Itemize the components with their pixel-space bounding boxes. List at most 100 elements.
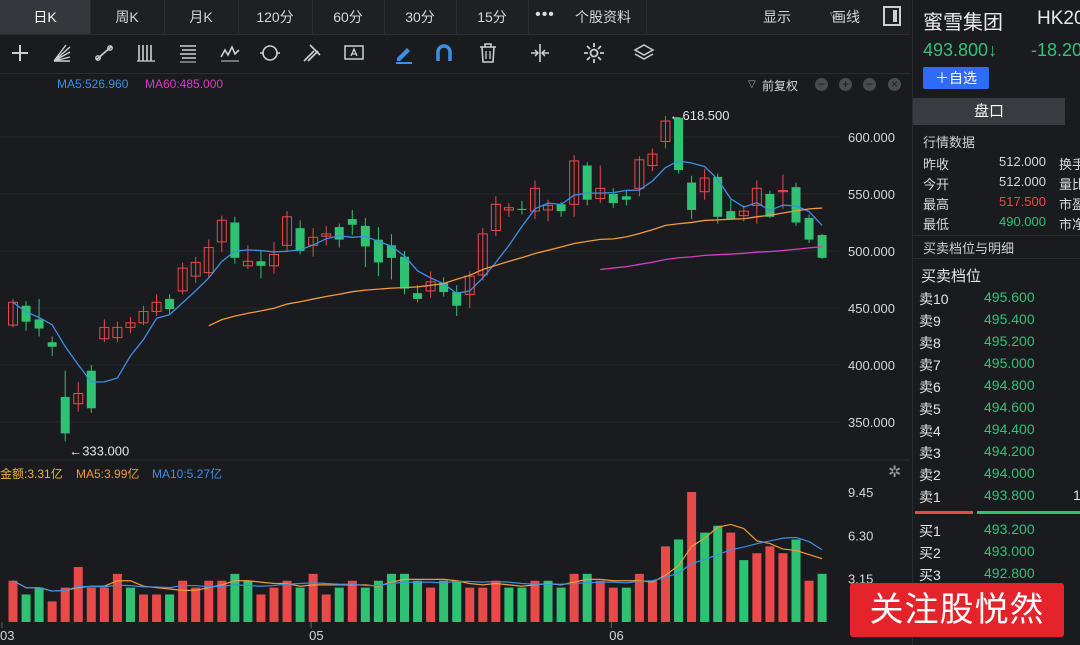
- candle-body: [543, 204, 554, 211]
- volume-bar: [86, 587, 96, 622]
- candle-body: [439, 282, 449, 293]
- text-note-icon[interactable]: [342, 41, 366, 65]
- stock-code: HK2097: [1037, 8, 1080, 29]
- trend-line-icon[interactable]: [92, 41, 116, 65]
- layers-icon[interactable]: [632, 41, 656, 65]
- candle-body: [452, 292, 462, 306]
- candle-body: [464, 275, 475, 295]
- volume-bar: [413, 580, 423, 622]
- quote-row-value: 512.000: [999, 174, 1046, 189]
- cycle-icon[interactable]: [258, 41, 282, 65]
- price-tick-label: 600.000: [848, 130, 895, 145]
- volume-bar: [347, 580, 357, 622]
- turnover-legend: 金额:3.31亿: [0, 467, 63, 481]
- candle-body: [230, 222, 240, 258]
- ask-level-price[interactable]: 495.600: [984, 289, 1035, 305]
- crosshair-icon[interactable]: [8, 41, 32, 65]
- ask-level-price[interactable]: 494.800: [984, 377, 1035, 393]
- quote-row-value: 517.500: [999, 194, 1046, 209]
- volume-bar: [556, 587, 566, 622]
- ask-level-price[interactable]: 493.800: [984, 487, 1035, 503]
- candle-body: [413, 293, 423, 299]
- ask-level-label: 卖7: [919, 357, 941, 373]
- ask-level-price[interactable]: 494.000: [984, 465, 1035, 481]
- split-icon[interactable]: [528, 41, 552, 65]
- x-tick-label: 05: [309, 628, 323, 643]
- stock-profile-tab[interactable]: 个股资料: [560, 0, 647, 34]
- order-book-title: 买卖档位: [921, 268, 982, 285]
- price-tick-label: 450.000: [848, 301, 895, 316]
- volume-bar: [426, 587, 436, 622]
- price-tick-label: 400.000: [848, 358, 895, 373]
- collapse-icon[interactable]: −: [863, 78, 876, 91]
- pitchfork-icon[interactable]: [300, 41, 324, 65]
- ask-level-price[interactable]: 494.200: [984, 443, 1035, 459]
- settings-icon[interactable]: ✲: [888, 464, 902, 481]
- tab-month-k[interactable]: 月K: [164, 0, 239, 34]
- volume-bar: [34, 587, 44, 622]
- candle-body: [687, 182, 697, 210]
- chevron-down-icon[interactable]: ▽: [830, 11, 838, 22]
- tab-order-book[interactable]: 盘口: [913, 98, 1065, 125]
- zoom-in-icon[interactable]: +: [839, 78, 852, 91]
- tab-30min[interactable]: 30分: [384, 0, 457, 34]
- wave-icon[interactable]: [218, 41, 242, 65]
- ask-level-price[interactable]: 494.600: [984, 399, 1035, 415]
- quote-row-value: 512.000: [999, 154, 1046, 169]
- volume-bar: [178, 580, 188, 622]
- volume-bar: [726, 532, 736, 622]
- fan-line-icon[interactable]: [50, 41, 74, 65]
- volume-bar: [217, 580, 227, 622]
- divider: [913, 258, 1080, 259]
- zoom-out-icon[interactable]: −: [815, 78, 828, 91]
- candle-body: [295, 228, 305, 251]
- volume-bar: [647, 580, 657, 622]
- tab-week-k[interactable]: 周K: [90, 0, 165, 34]
- tab-120min[interactable]: 120分: [238, 0, 313, 34]
- volume-bar: [269, 587, 279, 622]
- volume-bar: [713, 525, 723, 622]
- more-periods-button[interactable]: •••: [535, 6, 555, 23]
- volume-bar: [791, 539, 801, 622]
- ask-level-price[interactable]: 495.400: [984, 311, 1035, 327]
- ma30-line: [208, 207, 823, 327]
- candle-body: [765, 194, 775, 217]
- candle-body: [177, 267, 188, 292]
- add-watchlist-button[interactable]: ＋自选: [923, 67, 989, 89]
- draw-line-button[interactable]: 画线: [832, 9, 860, 25]
- candle-body: [190, 261, 201, 277]
- close-icon[interactable]: ×: [888, 78, 901, 91]
- quote-row-label: 最高: [923, 197, 950, 212]
- fibonacci-icon[interactable]: [176, 41, 200, 65]
- ask-level-label: 卖5: [919, 401, 941, 417]
- volume-bar: [621, 587, 631, 622]
- candle-body: [490, 203, 501, 231]
- trash-icon[interactable]: [476, 41, 500, 65]
- pen-icon[interactable]: [392, 41, 416, 65]
- parallel-lines-icon[interactable]: [134, 41, 158, 65]
- candle-body: [621, 196, 631, 200]
- volume-bar: [739, 560, 749, 622]
- magnet-icon[interactable]: [432, 41, 456, 65]
- chevron-down-icon[interactable]: ▽: [748, 79, 756, 90]
- tab-60min[interactable]: 60分: [312, 0, 385, 34]
- bid-level-price[interactable]: 492.800: [984, 565, 1035, 581]
- volume-bar: [400, 573, 409, 622]
- tab-day-k[interactable]: 日K: [0, 0, 91, 34]
- bid-level-label: 买2: [919, 545, 941, 561]
- settings-icon[interactable]: [582, 41, 606, 65]
- adjust-mode-button[interactable]: 前复权: [762, 79, 799, 93]
- bid-level-price[interactable]: 493.000: [984, 543, 1035, 559]
- ask-level-price[interactable]: 495.000: [984, 355, 1035, 371]
- display-menu-button[interactable]: 显示: [763, 9, 791, 25]
- ask-level-price[interactable]: 494.400: [984, 421, 1035, 437]
- kline-chart[interactable]: ←618.500 ←333.000 600.000 550.000 500.000 45…: [0, 0, 910, 645]
- ask-level-price[interactable]: 495.200: [984, 333, 1035, 349]
- panel-toggle-icon[interactable]: [883, 6, 901, 26]
- bid-level-price[interactable]: 493.200: [984, 521, 1035, 537]
- tab-15min[interactable]: 15分: [456, 0, 529, 34]
- bid-ratio-bar: [915, 511, 973, 514]
- candle-body: [373, 239, 383, 263]
- volume-tick-label: 9.45: [848, 485, 873, 500]
